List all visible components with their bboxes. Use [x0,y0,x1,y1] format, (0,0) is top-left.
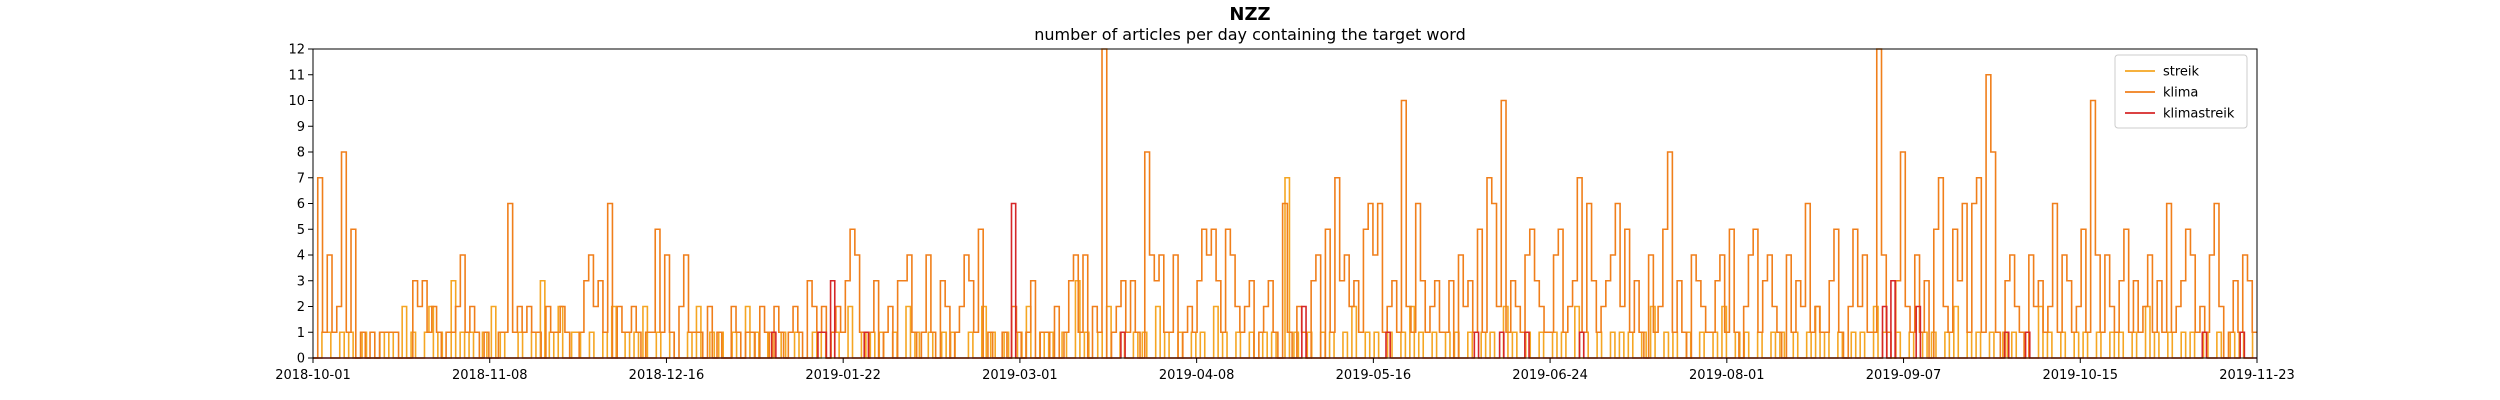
chart-subtitle: number of articles per day containing th… [1034,25,1465,44]
x-tick-label: 2018-10-01 [275,368,351,383]
series-line-klima [313,48,2257,359]
y-tick-label: 6 [297,197,305,212]
x-tick-label: 2018-12-16 [629,368,705,383]
y-tick-label: 3 [297,274,305,289]
x-tick-label: 2019-10-15 [2042,368,2118,383]
x-tick-label: 2019-03-01 [982,368,1058,383]
series-line-streik [313,176,2257,359]
x-tick-label: 2019-06-24 [1512,368,1588,383]
y-tick-label: 0 [297,352,305,367]
legend-box [2114,54,2248,129]
plot-area: 2018-10-01 2018-11-08 2018-12-16 2019-01-22… [275,43,2295,384]
x-axis: 2018-10-01 2018-11-08 2018-12-16 2019-01-22… [275,358,2295,383]
x-tick-label: 2019-09-07 [1866,368,1942,383]
y-tick-label: 7 [297,171,305,186]
y-tick-label: 10 [288,94,305,109]
legend: streik klima klimastreik [2114,54,2248,129]
x-tick-label: 2018-11-08 [452,368,528,383]
legend-label-streik: streik [2163,65,2200,80]
x-tick-label: 2019-11-23 [2219,368,2295,383]
y-tick-label: 4 [297,249,305,264]
chart-title: NZZ [1229,4,1270,25]
legend-label-klimastreik: klimastreik [2163,107,2235,122]
y-tick-label: 9 [297,120,305,135]
y-tick-label: 5 [297,223,305,238]
y-tick-label: 8 [297,146,305,161]
x-tick-label: 2019-08-01 [1689,368,1765,383]
y-tick-label: 12 [288,43,305,58]
x-tick-label: 2019-01-22 [805,368,881,383]
legend-label-klima: klima [2163,86,2198,101]
series-layer [313,48,2257,359]
y-tick-label: 2 [297,300,305,315]
y-tick-label: 11 [288,68,305,83]
x-tick-label: 2019-04-08 [1159,368,1235,383]
x-tick-label: 2019-05-16 [1336,368,1412,383]
y-tick-label: 1 [297,326,305,341]
